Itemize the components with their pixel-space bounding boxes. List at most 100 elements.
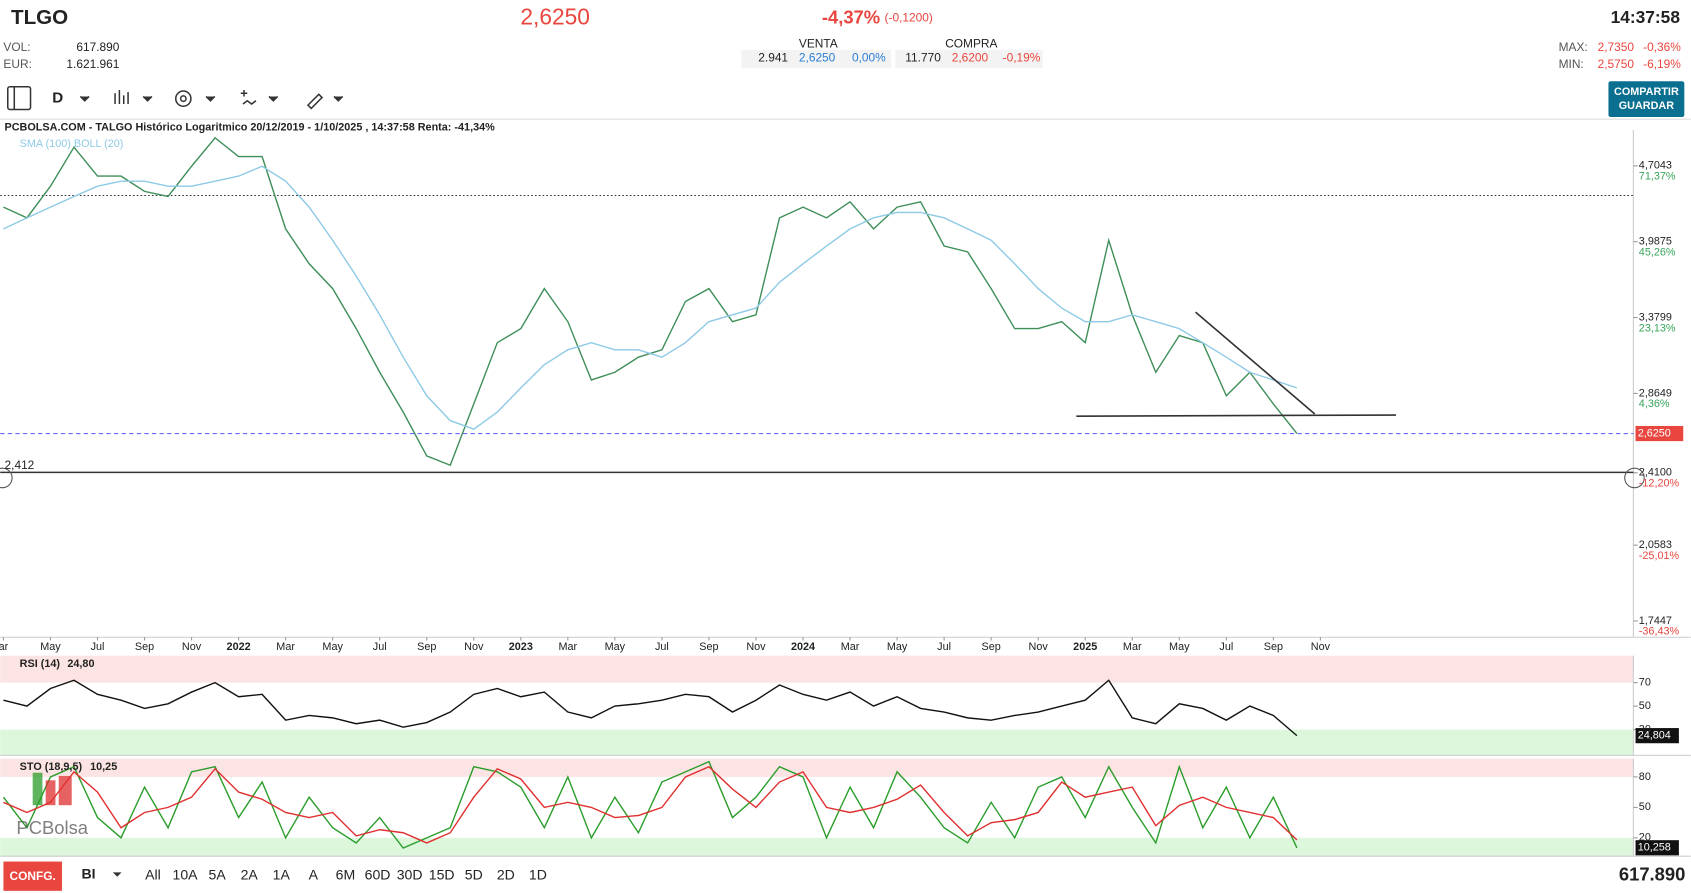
- x-tick-label: Nov: [1029, 641, 1049, 653]
- vol-label: VOL:: [3, 40, 30, 54]
- x-tick-label: 2025: [1073, 641, 1097, 653]
- y-tick-label: 70: [1639, 676, 1651, 688]
- line-handle[interactable]: [1624, 467, 1645, 489]
- series-line: [3, 765, 1298, 844]
- y-tick-label: 50: [1639, 801, 1651, 813]
- trend-line: [1195, 311, 1316, 415]
- max-label: MAX:: [1559, 40, 1588, 54]
- x-tick-label: 2022: [227, 641, 251, 653]
- change: -4,37%: [822, 6, 880, 27]
- y-tick-label: 80: [1639, 771, 1651, 783]
- last-value-tag: [1635, 728, 1679, 744]
- y-tick-label: 20: [1639, 832, 1651, 844]
- last-value-tag: [1635, 840, 1679, 856]
- range-option[interactable]: 5A: [209, 866, 227, 882]
- range-option[interactable]: 30D: [397, 866, 423, 882]
- series-line: [2, 760, 1298, 849]
- venta-price: 2,6250: [799, 51, 836, 65]
- compra-box: [895, 49, 1043, 69]
- venta-label: VENTA: [799, 37, 838, 51]
- caret: [112, 872, 122, 877]
- compra-price: 2,6200: [952, 51, 989, 65]
- y2-tick-label: 71,37%: [1639, 171, 1676, 183]
- range-option[interactable]: All: [145, 866, 161, 882]
- range-option[interactable]: 1A: [273, 866, 291, 882]
- y2-tick-label: -36,43%: [1639, 626, 1680, 638]
- x-tick-label: Nov: [464, 641, 484, 653]
- panel-title: STO (18,9,5): [20, 761, 83, 773]
- y-tick-label: 30: [1639, 723, 1651, 735]
- range-option[interactable]: 10A: [173, 866, 199, 882]
- y2-tick-label: 4,36%: [1639, 398, 1670, 410]
- save-text: GUARDAR: [1619, 100, 1675, 112]
- last-value-label: 10,258: [1638, 842, 1671, 854]
- price-tag: [1635, 425, 1684, 442]
- compra-pct: -0,19%: [1003, 51, 1041, 65]
- y-tick-label: 1,7447: [1639, 615, 1672, 627]
- y2-tick-label: -25,01%: [1639, 550, 1680, 562]
- indicator-icon[interactable]: [240, 89, 257, 105]
- range-option[interactable]: 6M: [336, 866, 356, 882]
- change-abs: (-0,1200): [885, 11, 933, 25]
- share-button[interactable]: [1608, 81, 1685, 118]
- x-tick-label: May: [1169, 641, 1190, 653]
- max: 2,7350: [1598, 40, 1635, 54]
- max-pct: -0,36%: [1643, 40, 1681, 54]
- x-tick-label: Sep: [699, 641, 718, 653]
- x-tick-label: Sep: [417, 641, 436, 653]
- ticker: TLGO: [11, 6, 68, 29]
- panel-current: 10,25: [90, 761, 117, 773]
- y-tick-label: 3,3799: [1639, 311, 1672, 323]
- y2-tick-label: 45,26%: [1639, 246, 1676, 258]
- oversold-zone: [0, 729, 1634, 756]
- overbought-zone: [0, 655, 1634, 683]
- series-line: [3, 165, 1298, 430]
- min-label: MIN:: [1559, 57, 1584, 71]
- overbought-zone: [0, 758, 1634, 777]
- x-tick-label: 2023: [509, 641, 533, 653]
- x-tick-label: May: [887, 641, 908, 653]
- panel-toggle[interactable]: [7, 85, 32, 111]
- x-tick-label: Jul: [91, 641, 105, 653]
- x-tick-label: Nov: [1311, 641, 1331, 653]
- range-option[interactable]: A: [309, 866, 319, 882]
- panel-current: 24,80: [67, 658, 94, 670]
- y-tick-label: 4,7043: [1639, 160, 1672, 172]
- mode[interactable]: BI: [81, 865, 95, 881]
- logo: PCBolsa: [16, 772, 89, 838]
- config-text: CONFG.: [10, 869, 56, 883]
- y-tick-label: 50: [1639, 700, 1651, 712]
- range-option[interactable]: 2D: [497, 866, 515, 882]
- settings-icon[interactable]: [174, 90, 192, 107]
- x-tick-label: Mar: [1123, 641, 1142, 653]
- toolbar: [7, 85, 344, 111]
- vol: 617.890: [76, 40, 119, 54]
- y-tick-label: 2,8649: [1639, 387, 1672, 399]
- eur-label: EUR:: [3, 57, 31, 71]
- chart-type-icon[interactable]: [114, 89, 129, 105]
- range-option[interactable]: 2A: [241, 866, 259, 882]
- x-tick-label: Sep: [982, 641, 1001, 653]
- x-tick-label: Sep: [135, 641, 154, 653]
- x-tick-label: May: [322, 641, 343, 653]
- line-handle[interactable]: [0, 467, 13, 489]
- volume: 617.890: [1619, 864, 1686, 885]
- range-option[interactable]: 60D: [365, 866, 391, 882]
- share-text: COMPARTIR: [1614, 86, 1679, 98]
- x-tick-label: Mar: [841, 641, 860, 653]
- range-option[interactable]: 5D: [465, 866, 483, 882]
- y2-tick-label: -12,20%: [1639, 477, 1680, 489]
- min-pct: -6,19%: [1643, 57, 1681, 71]
- compra-qty: 11.770: [905, 51, 941, 65]
- draw-icon[interactable]: [306, 93, 324, 110]
- period[interactable]: D: [52, 90, 63, 107]
- x-tick-label: ar: [0, 641, 9, 653]
- x-tick-label: Jul: [937, 641, 951, 653]
- range-option[interactable]: 1D: [529, 866, 547, 882]
- min: 2,5750: [1598, 57, 1635, 71]
- range-option[interactable]: 15D: [429, 866, 455, 882]
- config-button[interactable]: [3, 861, 62, 891]
- h-line-label: 2,412: [5, 458, 35, 472]
- x-tick-label: May: [40, 641, 61, 653]
